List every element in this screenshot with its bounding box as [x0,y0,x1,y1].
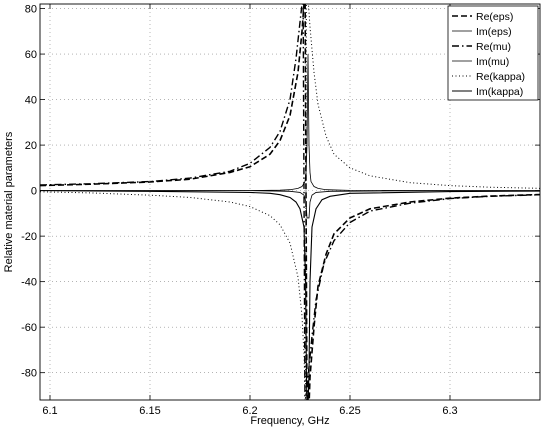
plot-frame [39,3,541,401]
y-tick-label: -60 [21,322,37,334]
y-tick-label: -20 [21,231,37,243]
ticks: 6.1 6.15 6.2 6.25 6.3 -80 -60 -40 -20 0 20 40 60 80 [21,4,540,417]
x-tick-label: 6.2 [242,405,257,417]
legend-label-3: Im(mu) [476,56,509,68]
series-layer [40,4,540,400]
x-tick-label: 6.15 [139,405,160,417]
x-tick-label: 6.1 [42,405,57,417]
series-line-3 [40,190,540,219]
legend-label-0: Re(eps) [476,11,513,23]
y-tick-label: 20 [25,140,37,152]
y-tick-label: 80 [25,4,37,16]
y-tick-label: -80 [21,368,37,380]
y-tick-label: 40 [25,95,37,107]
legend-label-2: Re(mu) [476,41,511,53]
y-tick-label: 60 [25,49,37,61]
x-tick-label: 6.25 [339,405,360,417]
legend-label-5: Im(kappa) [476,86,523,98]
y-axis-label: Relative material parameters [3,131,15,272]
legend: Re(eps) Im(eps) Re(mu) Im(mu) Re(kappa) Im(ka… [447,5,539,101]
y-tick-label: -40 [21,277,37,289]
y-tick-label: 0 [31,186,37,198]
series-line-1 [40,54,540,192]
x-tick-label: 6.3 [442,405,457,417]
series-line-5 [40,190,540,400]
legend-box [447,5,539,101]
legend-label-1: Im(eps) [476,26,512,38]
series-line-2 [40,4,540,400]
legend-label-4: Re(kappa) [476,71,525,83]
x-axis-label: Frequency, GHz [250,415,329,427]
